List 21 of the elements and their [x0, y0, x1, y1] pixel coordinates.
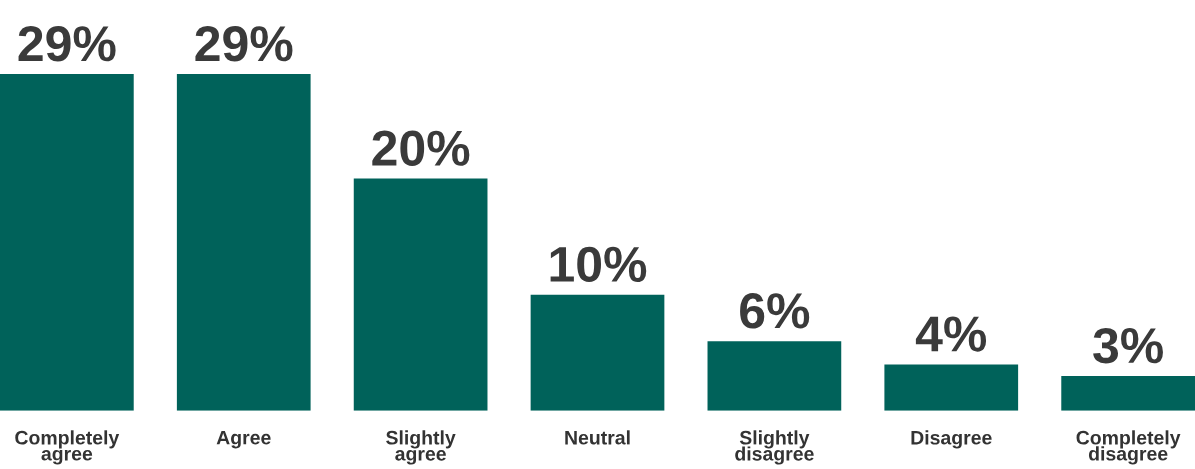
x-tick-label: Slightly agree — [386, 430, 456, 465]
bar — [176, 74, 311, 411]
x-tick-label: Disagree — [911, 430, 992, 449]
x-tick-label: Neutral — [565, 430, 630, 445]
bar — [530, 294, 665, 411]
x-tick-label: Completely disagree — [1076, 430, 1181, 465]
bar — [884, 364, 1019, 411]
x-tick-label: Completely agree — [15, 430, 120, 465]
data-label: 29% — [195, 26, 293, 62]
data-label: 10% — [550, 246, 647, 283]
x-tick-label: Agree — [216, 430, 271, 449]
bar — [0, 74, 134, 411]
data-label: 20% — [372, 130, 470, 166]
data-label: 29% — [18, 26, 116, 62]
data-label: 4% — [915, 316, 987, 352]
bar — [1061, 376, 1195, 411]
bar — [707, 341, 842, 411]
data-label: 3% — [1093, 327, 1163, 364]
x-tick-label: Slightly disagree — [735, 430, 814, 465]
data-label: 6% — [740, 293, 810, 329]
bar — [353, 178, 488, 411]
